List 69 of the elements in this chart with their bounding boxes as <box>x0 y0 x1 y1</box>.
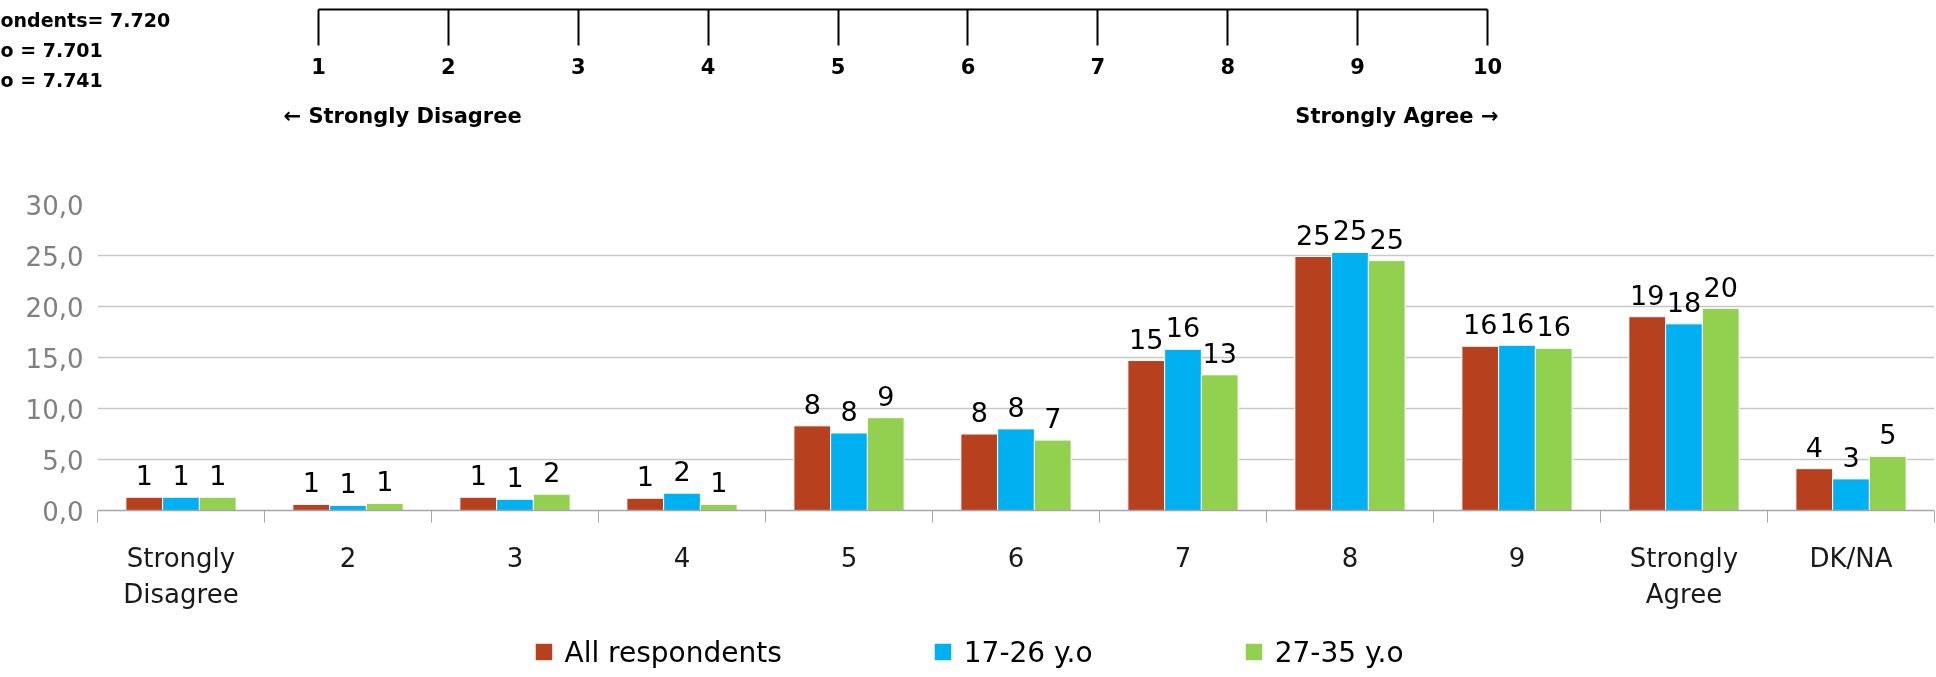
data-label: 1 <box>376 466 394 498</box>
y-tick-label: 5,0 <box>42 445 84 476</box>
text: ← Strongly Disagree <box>283 103 522 128</box>
text: o = 7.741 <box>0 68 103 91</box>
x-tick-label: Strongly Agree <box>1629 542 1739 609</box>
data-label: 5 <box>1879 419 1897 451</box>
data-label: 25 <box>1296 219 1331 251</box>
x-tick-label: 5 <box>840 542 858 573</box>
data-label: 8 <box>1007 391 1025 423</box>
x2-tick-label: 3 <box>570 54 586 79</box>
data-label: 1 <box>209 460 227 492</box>
data-label: 25 <box>1332 215 1368 247</box>
data-label: 19 <box>1630 279 1665 311</box>
data-label: 25 <box>1369 223 1404 255</box>
data-label: 1 <box>135 460 153 492</box>
text: o = 7.701 <box>0 38 103 61</box>
text: ondents= 7.720 <box>0 8 171 31</box>
x-tick-label: 2 <box>339 542 357 573</box>
x-tick-label: 9 <box>1508 542 1526 573</box>
x-tick-label: 7 <box>1174 542 1192 573</box>
y-tick-label: 0,0 <box>42 496 84 527</box>
y-tick-label: 20,0 <box>25 292 84 323</box>
data-label: 16 <box>1499 308 1535 340</box>
data-label: 20 <box>1703 271 1738 303</box>
y-tick-label: 30,0 <box>25 190 84 221</box>
x-tick-label: 4 <box>673 542 691 573</box>
x2-tick-label: 6 <box>960 54 976 79</box>
x2-tick-label: 5 <box>830 54 846 79</box>
data-label: 7 <box>1044 403 1062 435</box>
x-tick-label: 8 <box>1341 542 1359 573</box>
legend-label: 17-26 y.o <box>963 635 1093 668</box>
x2-tick-label: 9 <box>1350 54 1365 79</box>
legend-label: All respondents <box>564 635 782 668</box>
data-label: 16 <box>1165 312 1201 344</box>
x2-tick-label: 10 <box>1472 54 1503 79</box>
data-label: 4 <box>1805 431 1823 463</box>
x2-tick-label: 1 <box>311 54 326 79</box>
data-label: 8 <box>970 397 988 428</box>
x-tick-label: DK/NA <box>1809 542 1893 573</box>
data-label: 1 <box>710 467 728 499</box>
legend-label: 27-35 y.o <box>1274 635 1404 668</box>
data-label: 16 <box>1536 311 1571 343</box>
data-label: 13 <box>1202 337 1237 369</box>
data-label: 15 <box>1129 323 1164 355</box>
data-label: 1 <box>172 460 190 492</box>
x-tick-label: Strongly Disagree <box>123 542 239 609</box>
y-tick-label: 10,0 <box>25 394 84 425</box>
data-label: 9 <box>877 380 895 412</box>
data-label: 2 <box>543 457 561 489</box>
data-label: 1 <box>339 468 357 500</box>
data-label: 8 <box>803 388 821 420</box>
data-label: 1 <box>506 462 524 494</box>
x2-tick-label: 8 <box>1220 54 1236 79</box>
x-tick-label: 3 <box>506 542 524 573</box>
x2-tick-label: 4 <box>700 54 716 79</box>
y-tick-label: 15,0 <box>25 343 84 374</box>
data-label: 1 <box>469 460 487 492</box>
x2-tick-label: 2 <box>441 54 456 79</box>
data-label: 3 <box>1842 441 1860 473</box>
data-label: 1 <box>302 467 320 499</box>
text: Strongly Agree → <box>1295 103 1499 128</box>
data-label: 2 <box>673 456 691 488</box>
data-label: 8 <box>840 395 858 427</box>
y-tick-label: 25,0 <box>25 241 84 272</box>
data-label: 16 <box>1463 309 1498 341</box>
data-label: 18 <box>1666 286 1702 318</box>
x2-tick-label: 7 <box>1090 54 1106 79</box>
data-label: 1 <box>636 461 654 493</box>
x-tick-label: 6 <box>1007 542 1025 573</box>
